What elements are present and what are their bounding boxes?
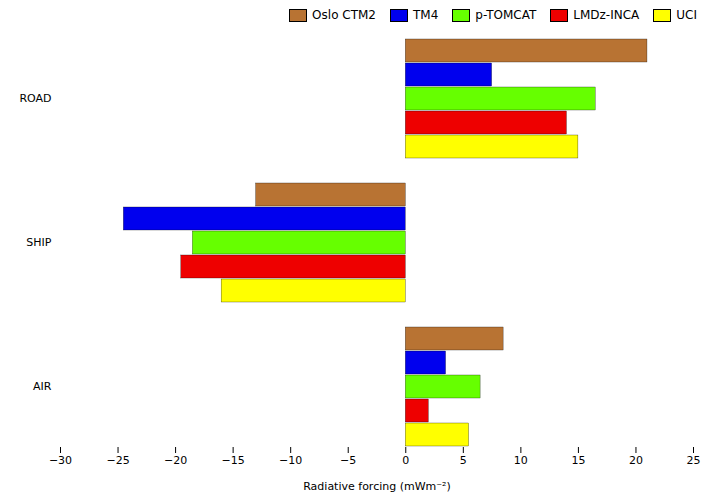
svg-text:ROAD: ROAD bbox=[19, 92, 51, 105]
html-text:UCI: UCI bbox=[676, 8, 697, 22]
svg-text:−25: −25 bbox=[106, 454, 129, 467]
html-text:p-TOMCAT: p-TOMCAT bbox=[475, 8, 537, 22]
svg-text:20: 20 bbox=[629, 454, 643, 467]
svg-text:−15: −15 bbox=[222, 454, 245, 467]
svg-text:−20: −20 bbox=[164, 454, 187, 467]
html-text:Oslo CTM2: Oslo CTM2 bbox=[312, 8, 376, 22]
svg-text:SHIP: SHIP bbox=[26, 236, 51, 249]
html-text:LMDz-INCA: LMDz-INCA bbox=[573, 8, 640, 22]
svg-text:25: 25 bbox=[687, 454, 701, 467]
svg-text:AIR: AIR bbox=[33, 380, 52, 393]
svg-text:0: 0 bbox=[402, 454, 409, 467]
svg-text:5: 5 bbox=[460, 454, 467, 467]
svg-text:Radiative forcing (mWm⁻²): Radiative forcing (mWm⁻²) bbox=[303, 480, 451, 493]
svg-text:−30: −30 bbox=[49, 454, 72, 467]
svg-text:10: 10 bbox=[514, 454, 528, 467]
html-text:TM4: TM4 bbox=[413, 8, 439, 22]
svg-text:15: 15 bbox=[571, 454, 585, 467]
svg-text:−10: −10 bbox=[279, 454, 302, 467]
svg-text:−5: −5 bbox=[340, 454, 356, 467]
